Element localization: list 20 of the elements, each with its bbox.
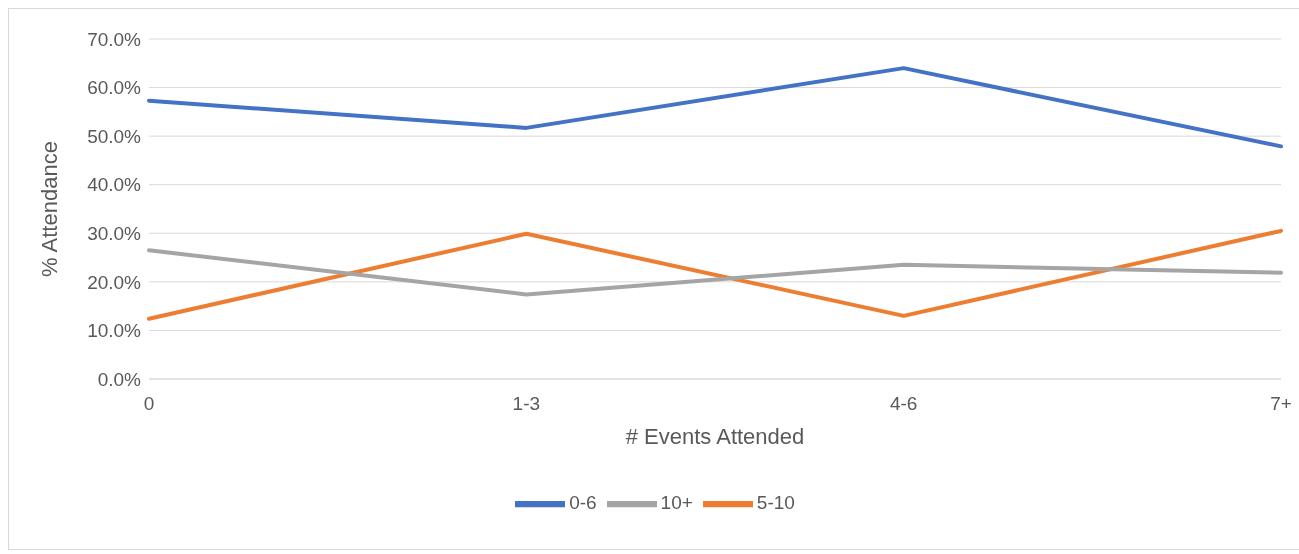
y-tick-label: 70.0% [87,28,142,50]
x-axis-title: # Events Attended [625,424,805,449]
y-tick-label: 0.0% [97,368,142,390]
legend-label: 5-10 [756,492,795,514]
y-tick-label: 50.0% [87,125,142,147]
x-tick-label: 0 [143,393,155,415]
y-tick-label: 60.0% [87,77,142,99]
legend-label: 10+ [660,492,693,514]
x-tick-label: 4-6 [889,393,918,415]
y-axis-title: % Attendance [36,141,62,277]
y-tick-label: 30.0% [87,223,142,245]
line-series [147,248,1283,297]
legend-label: 0-6 [569,492,597,514]
y-tick-label: 40.0% [87,174,142,196]
line-series [147,66,1283,149]
x-tick-label: 7+ [1270,393,1292,415]
x-tick-label: 1-3 [512,393,541,415]
y-tick-label: 10.0% [87,320,142,342]
line-series [147,228,1283,321]
y-tick-label: 20.0% [87,271,142,293]
